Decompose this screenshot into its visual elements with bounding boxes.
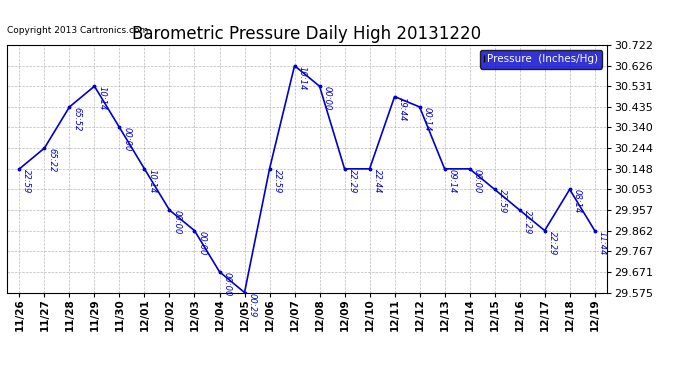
Text: 22:59: 22:59 — [22, 169, 32, 193]
Text: 22:59: 22:59 — [273, 169, 282, 193]
Text: 10:14: 10:14 — [297, 66, 306, 90]
Text: 22:44: 22:44 — [373, 169, 382, 193]
Text: 22:29: 22:29 — [522, 210, 532, 234]
Text: 00:00: 00:00 — [172, 210, 181, 234]
Text: 10:14: 10:14 — [97, 86, 106, 111]
Text: 11:44: 11:44 — [598, 231, 607, 255]
Text: Copyright 2013 Cartronics.com: Copyright 2013 Cartronics.com — [7, 26, 148, 35]
Text: 00:00: 00:00 — [222, 272, 232, 296]
Text: 00:29: 00:29 — [248, 292, 257, 317]
Text: 22:29: 22:29 — [548, 231, 557, 255]
Title: Barometric Pressure Daily High 20131220: Barometric Pressure Daily High 20131220 — [132, 26, 482, 44]
Text: 10:14: 10:14 — [148, 169, 157, 193]
Text: 00:00: 00:00 — [197, 231, 206, 255]
Text: 00:00: 00:00 — [322, 86, 332, 111]
Text: 19:44: 19:44 — [397, 97, 406, 121]
Text: 00:00: 00:00 — [122, 128, 132, 152]
Text: 22:59: 22:59 — [497, 189, 506, 214]
Text: 08:14: 08:14 — [573, 189, 582, 214]
Legend: Pressure  (Inches/Hg): Pressure (Inches/Hg) — [480, 50, 602, 69]
Text: 65:22: 65:22 — [48, 148, 57, 172]
Text: 00:00: 00:00 — [473, 169, 482, 193]
Text: 00:14: 00:14 — [422, 107, 432, 131]
Text: 09:14: 09:14 — [448, 169, 457, 193]
Text: 65:52: 65:52 — [72, 107, 81, 131]
Text: 22:29: 22:29 — [348, 169, 357, 193]
